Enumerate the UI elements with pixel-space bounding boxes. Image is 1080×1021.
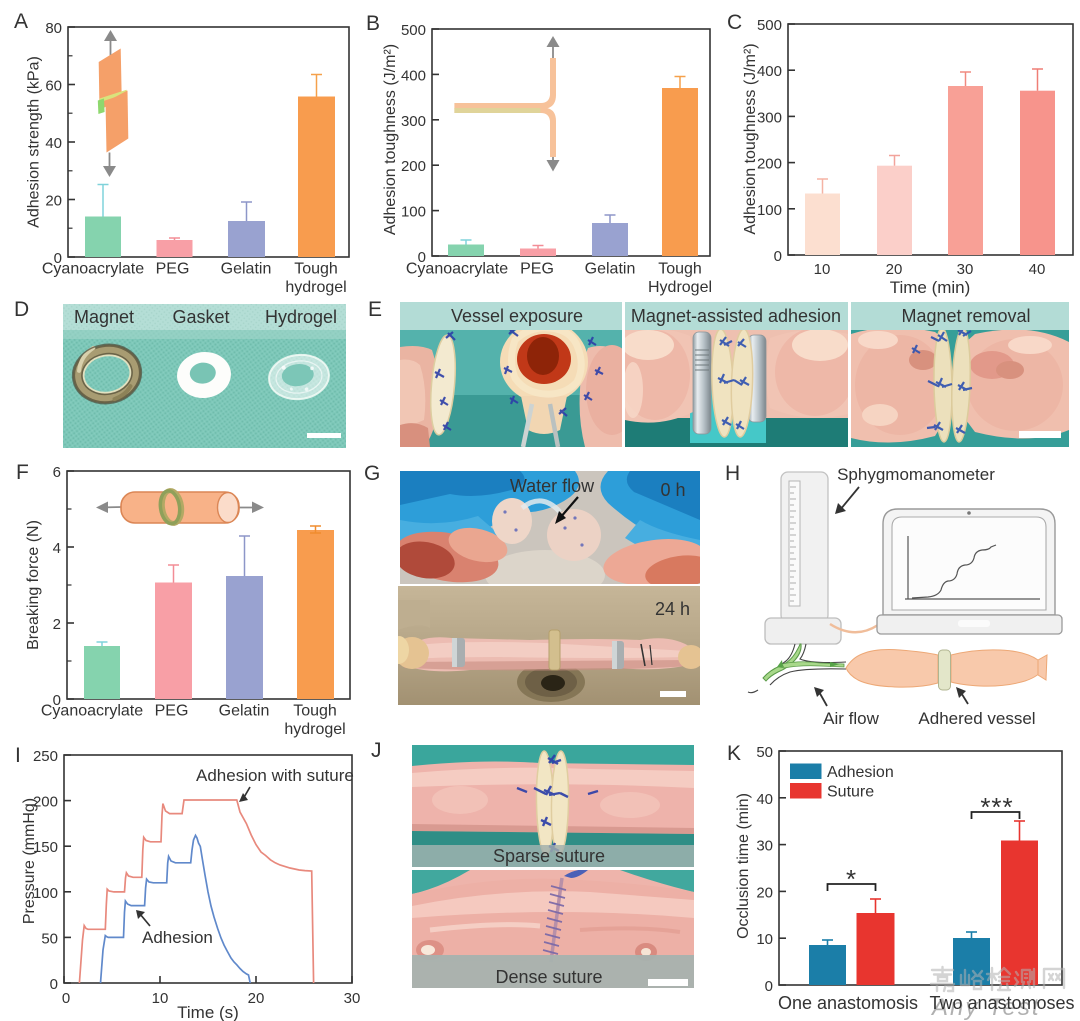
svg-text:Time (min): Time (min) [890,278,971,297]
svg-text:Vessel exposure: Vessel exposure [451,306,583,326]
svg-text:40: 40 [1029,261,1046,278]
svg-text:60: 60 [45,78,62,95]
svg-text:Adhesion strength (kPa): Adhesion strength (kPa) [26,56,43,228]
svg-text:Adhesion toughness (J/m²): Adhesion toughness (J/m²) [382,44,399,235]
svg-text:C: C [727,11,742,34]
svg-text:Pressure (mmHg): Pressure (mmHg) [21,798,38,924]
svg-text:80: 80 [45,20,62,37]
svg-text:0: 0 [765,978,773,995]
svg-text:500: 500 [401,22,426,39]
svg-text:Dense suture: Dense suture [495,967,602,987]
svg-text:***: *** [980,792,1013,822]
svg-text:Time (s): Time (s) [177,1003,239,1021]
svg-text:100: 100 [401,204,426,221]
svg-text:I: I [15,744,21,767]
svg-text:Water flow: Water flow [510,476,595,496]
svg-text:Cyanoacrylate: Cyanoacrylate [406,261,508,278]
svg-text:24 h: 24 h [655,599,690,619]
svg-text:10: 10 [814,261,831,278]
svg-text:Two anastomoses: Two anastomoses [929,993,1074,1013]
svg-text:0: 0 [54,250,62,267]
svg-text:200: 200 [33,794,58,811]
svg-text:300: 300 [401,113,426,130]
svg-text:0: 0 [418,249,426,266]
svg-text:Tough: Tough [293,703,337,720]
svg-text:20: 20 [886,261,903,278]
svg-text:Adhesion: Adhesion [827,764,894,781]
svg-text:500: 500 [757,17,782,34]
svg-text:0: 0 [53,692,61,709]
svg-text:250: 250 [33,748,58,765]
svg-text:Magnet: Magnet [74,307,134,327]
svg-text:Tough: Tough [294,261,338,278]
svg-text:100: 100 [757,202,782,219]
svg-text:Any Test: Any Test [930,994,1041,1021]
svg-text:PEG: PEG [156,261,190,278]
svg-text:PEG: PEG [155,703,189,720]
svg-text:Cyanoacrylate: Cyanoacrylate [42,261,144,278]
svg-text:40: 40 [756,791,773,808]
svg-text:200: 200 [757,156,782,173]
svg-text:K: K [727,742,741,765]
svg-text:300: 300 [757,109,782,126]
svg-text:*: * [846,864,856,894]
svg-text:J: J [371,739,382,762]
svg-text:400: 400 [401,67,426,84]
svg-text:100: 100 [33,885,58,902]
svg-text:30: 30 [756,837,773,854]
svg-text:Hydrogel: Hydrogel [648,279,712,296]
svg-text:Hydrogel: Hydrogel [265,307,337,327]
svg-text:PEG: PEG [520,261,554,278]
svg-text:A: A [14,10,28,33]
svg-text:Cyanoacrylate: Cyanoacrylate [41,703,143,720]
svg-text:hydrogel: hydrogel [285,279,346,296]
svg-text:Adhered vessel: Adhered vessel [918,709,1035,728]
svg-text:Air flow: Air flow [823,709,879,728]
svg-text:0 h: 0 h [660,480,685,500]
svg-text:Gelatin: Gelatin [585,261,636,278]
svg-text:2: 2 [53,616,61,633]
svg-text:E: E [368,298,382,321]
svg-text:30: 30 [344,990,361,1007]
svg-text:Sphygmomanometer: Sphygmomanometer [837,465,995,484]
svg-text:Breaking force (N): Breaking force (N) [25,520,42,650]
svg-text:10: 10 [152,990,169,1007]
svg-text:Sparse suture: Sparse suture [493,846,605,866]
svg-text:150: 150 [33,839,58,856]
svg-text:Occlusion time (min): Occlusion time (min) [735,793,752,939]
svg-text:40: 40 [45,135,62,152]
svg-text:10: 10 [756,931,773,948]
svg-text:50: 50 [41,930,58,947]
svg-text:F: F [16,461,29,484]
svg-text:Suture: Suture [827,784,874,801]
svg-text:50: 50 [756,744,773,761]
svg-text:Adhesion toughness (J/m²): Adhesion toughness (J/m²) [742,43,759,234]
svg-text:hydrogel: hydrogel [284,721,345,738]
svg-text:Gasket: Gasket [172,307,229,327]
svg-text:D: D [14,298,29,321]
svg-text:Adhesion: Adhesion [142,928,213,947]
svg-text:200: 200 [401,158,426,175]
svg-text:Tough: Tough [658,261,702,278]
svg-text:4: 4 [53,540,61,557]
svg-text:0: 0 [50,976,58,993]
svg-text:G: G [364,462,380,485]
svg-text:Gelatin: Gelatin [219,703,270,720]
svg-text:20: 20 [756,884,773,901]
svg-text:20: 20 [248,990,265,1007]
svg-text:Gelatin: Gelatin [221,261,272,278]
svg-text:One anastomosis: One anastomosis [778,993,918,1013]
svg-text:Adhesion with suture: Adhesion with suture [196,766,354,785]
svg-text:6: 6 [53,464,61,481]
svg-text:0: 0 [62,990,70,1007]
svg-text:Magnet removal: Magnet removal [901,306,1030,326]
svg-text:400: 400 [757,63,782,80]
svg-text:Magnet-assisted adhesion: Magnet-assisted adhesion [631,306,841,326]
svg-text:30: 30 [957,261,974,278]
svg-text:20: 20 [45,193,62,210]
svg-text:H: H [725,462,740,485]
svg-text:0: 0 [774,248,782,265]
svg-text:B: B [366,12,380,35]
